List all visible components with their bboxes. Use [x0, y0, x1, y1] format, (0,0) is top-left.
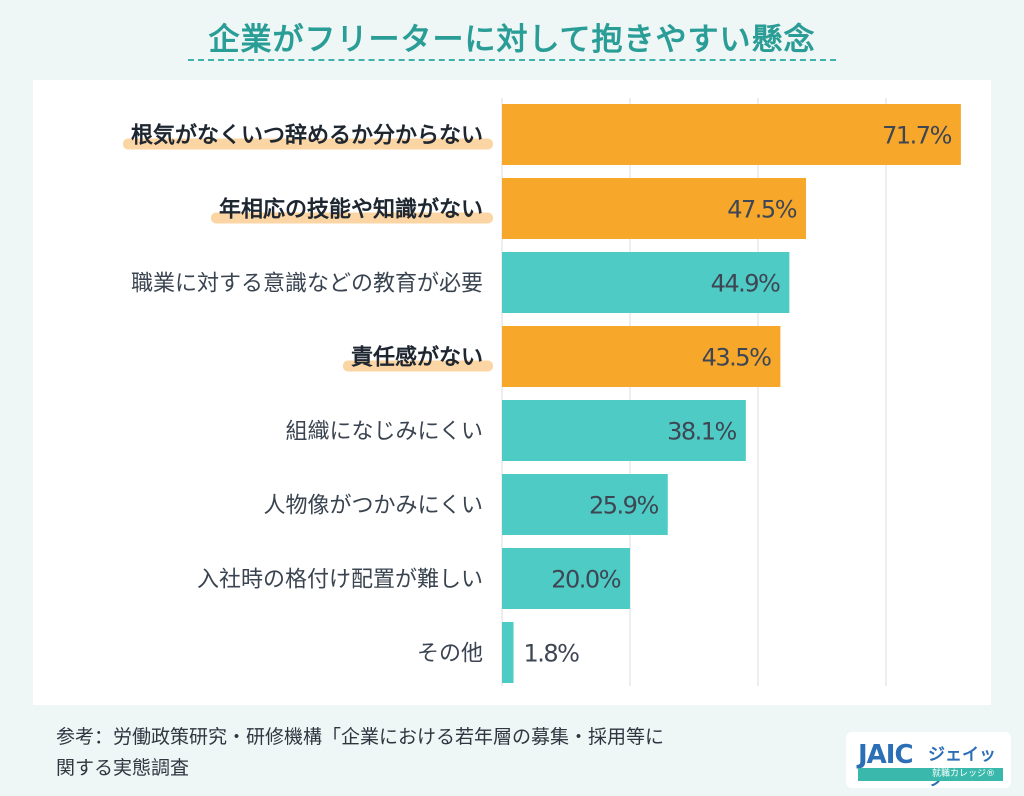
bar-0 [502, 104, 961, 165]
title-area: 企業がフリーターに対して抱きやすい懸念 [0, 14, 1024, 67]
bar-4 [502, 400, 746, 461]
logo-tagline: 就職カレッジ® [858, 768, 1003, 781]
category-label-3: 責任感がない [351, 345, 483, 371]
chart-panel: 根気がなくいつ辞めるか分からない 71.7% 年相応の技能や知識がない 47.5% 職業… [33, 80, 991, 705]
bar-5 [502, 474, 668, 535]
value-label-6: 20.0% [551, 566, 620, 594]
label-highlight-3 [342, 360, 493, 372]
source-note: 参考：労働政策研究・研修機構「企業における若年層の募集・採用等に 関する実態調査 [56, 722, 776, 784]
title-underline [188, 59, 836, 61]
value-label-0: 71.7% [882, 122, 951, 150]
category-label-2: 職業に対する意識などの教育が必要 [131, 272, 483, 297]
logo-name: ジェイック [928, 745, 996, 790]
category-label-4: 組織になじみにくい [285, 420, 483, 445]
value-label-2: 44.9% [711, 270, 780, 298]
value-label-1: 47.5% [727, 196, 796, 224]
logo-mark: JAIC [858, 740, 914, 770]
source-line-2: 関する実態調査 [56, 757, 190, 779]
category-label-7: その他 [417, 642, 483, 667]
bar-7 [502, 622, 514, 683]
jaic-logo: JAIC ジェイック 就職カレッジ® [846, 732, 1011, 790]
bar-3 [502, 326, 781, 387]
value-label-5: 25.9% [589, 492, 658, 520]
category-label-5: 人物像がつかみにくい [263, 494, 483, 519]
page-title: 企業がフリーターに対して抱きやすい懸念 [208, 22, 816, 58]
source-line-1: 参考：労働政策研究・研修機構「企業における若年層の募集・採用等に [56, 726, 665, 748]
category-label-0: 根気がなくいつ辞めるか分からない [131, 123, 483, 149]
value-label-4: 38.1% [667, 418, 736, 446]
category-label-1: 年相応の技能や知識がない [219, 197, 483, 223]
label-highlight-1 [210, 212, 493, 224]
value-label-7: 1.8% [524, 640, 580, 668]
bar-2 [502, 252, 790, 313]
value-label-3: 43.5% [702, 344, 771, 372]
label-highlight-0 [122, 138, 493, 150]
bar-1 [502, 178, 806, 239]
bar-chart: 根気がなくいつ辞めるか分からない 71.7% 年相応の技能や知識がない 47.5% 職業… [122, 98, 961, 686]
bar-6 [502, 548, 630, 609]
category-label-6: 入社時の格付け配置が難しい [197, 568, 483, 593]
